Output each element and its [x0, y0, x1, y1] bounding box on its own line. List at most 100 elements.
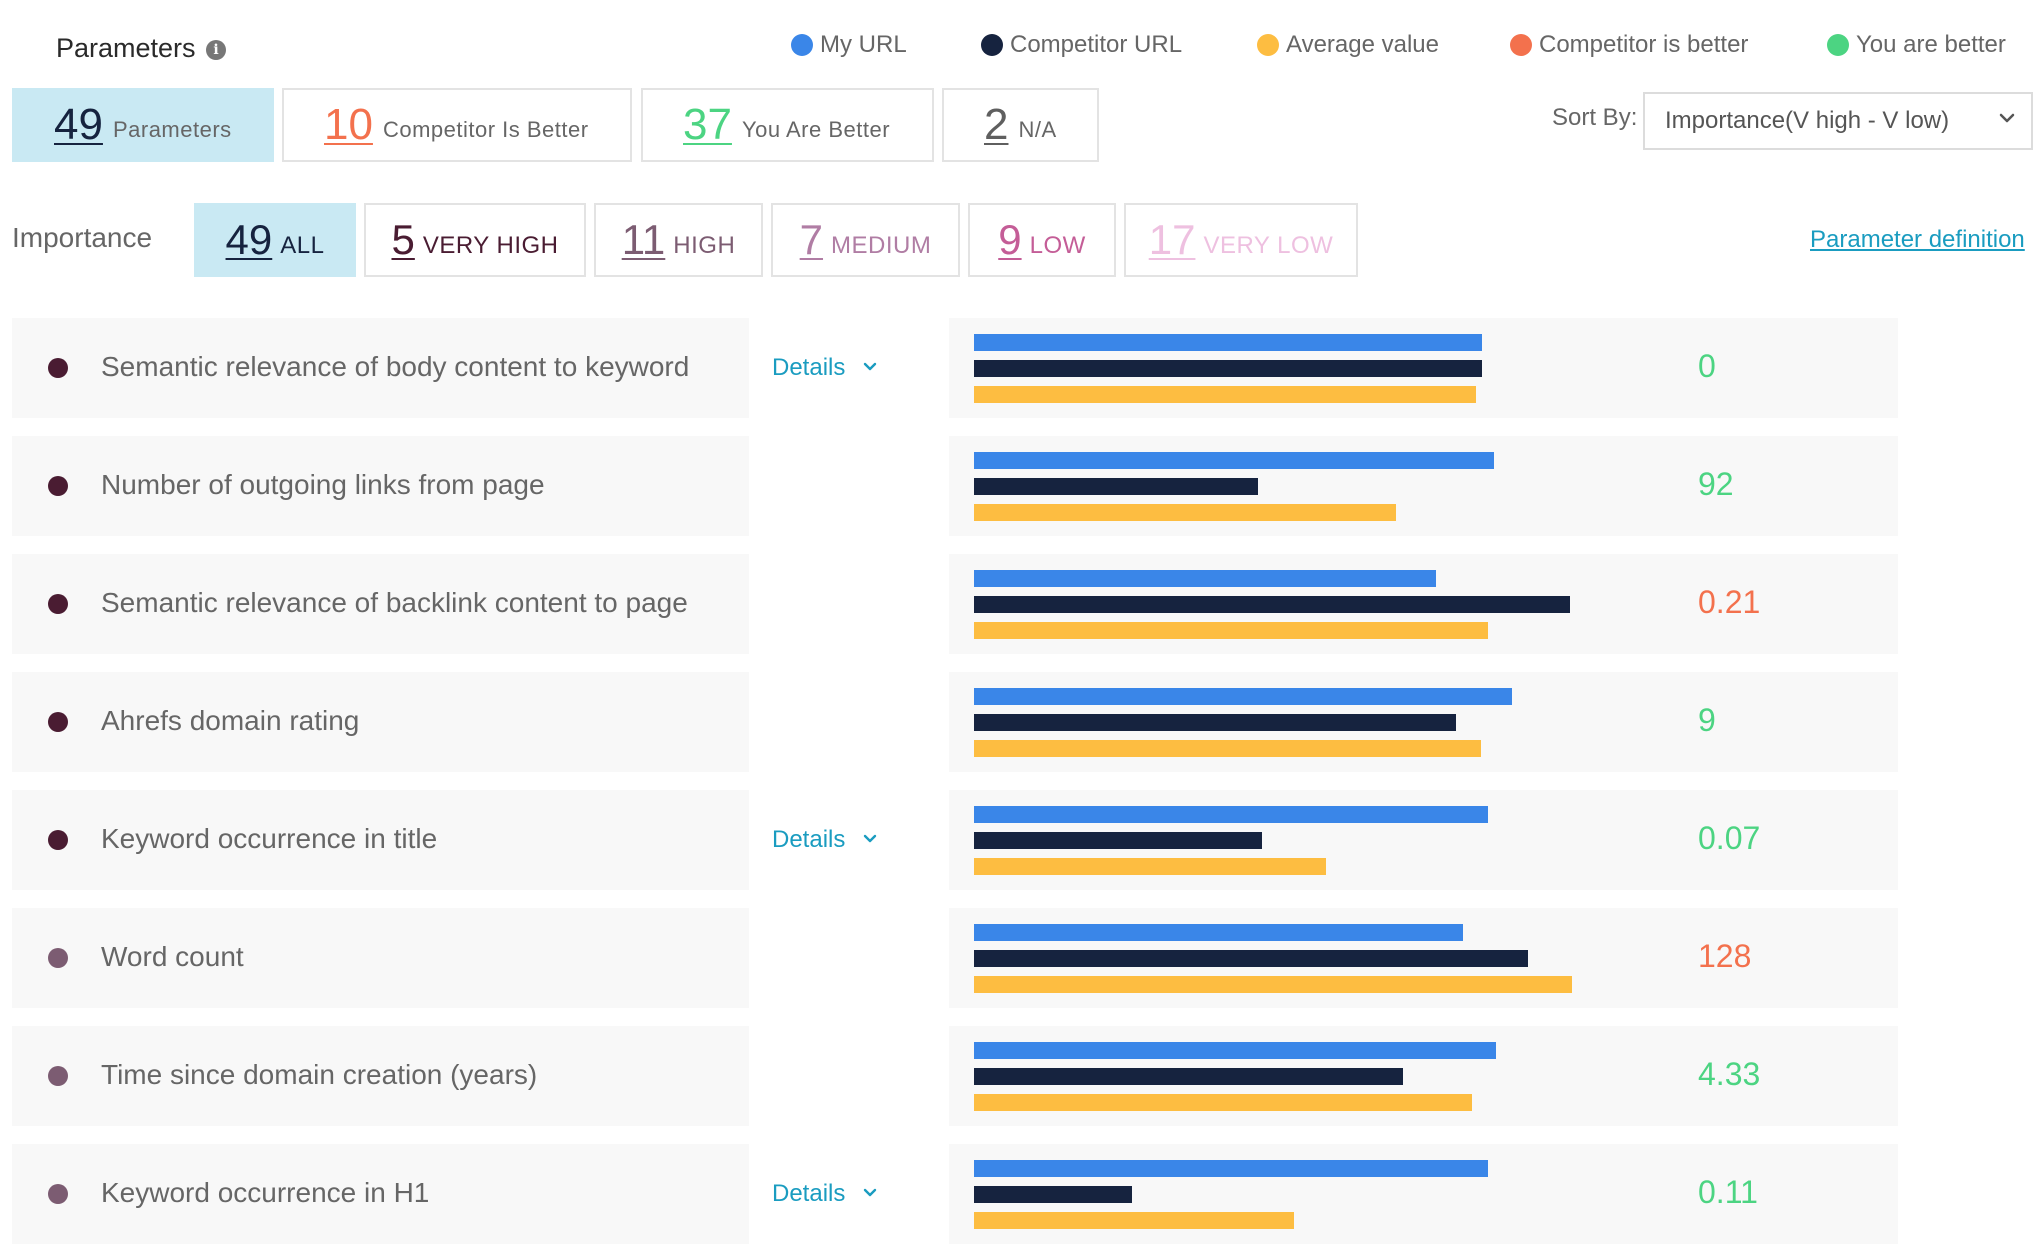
importance-bullet [48, 830, 68, 850]
importance-filter-all[interactable]: 49 ALL [194, 203, 356, 277]
bar-my-url [974, 570, 1436, 587]
legend-dot-my-url [791, 34, 813, 56]
info-icon[interactable]: i [206, 39, 227, 60]
bar-average-value [974, 740, 1481, 757]
bar-competitor-url [974, 478, 1258, 495]
importance-bullet [48, 476, 68, 496]
parameter-row[interactable]: Ahrefs domain rating 9 [12, 672, 1898, 772]
importance-count: 17 [1148, 216, 1196, 263]
details-toggle[interactable]: Details [772, 352, 877, 384]
details-label: Details [772, 354, 846, 381]
bar-area [749, 1144, 949, 1244]
summary-competitor-better[interactable]: 10 Competitor Is Better [282, 88, 632, 162]
parameter-row[interactable]: Keyword occurrence in H1 Details 0.11 [12, 1144, 1898, 1244]
importance-label: Importance [12, 222, 153, 253]
bar-average-value [974, 1094, 1472, 1111]
bar-average-value [974, 622, 1488, 639]
summary-parameters[interactable]: 49 Parameters [12, 88, 274, 162]
importance-level: LOW [1029, 232, 1086, 259]
summary-na[interactable]: 2 N/A [942, 88, 1099, 162]
bar-average-value [974, 976, 1572, 993]
bar-average-value [974, 504, 1396, 521]
parameter-name: Semantic relevance of backlink content t… [101, 587, 688, 618]
importance-filter-low[interactable]: 9 LOW [968, 203, 1116, 277]
importance-bullet [48, 712, 68, 732]
bar-my-url [974, 924, 1463, 941]
importance-count: 49 [225, 216, 273, 263]
sort-by-select[interactable]: Importance(V high - V low) [1643, 92, 2033, 150]
parameter-row[interactable]: Number of outgoing links from page 92 [12, 436, 1898, 536]
legend-label: Average value [1286, 31, 1439, 58]
bar-average-value [974, 386, 1476, 403]
bar-my-url [974, 688, 1512, 705]
summary-you-better[interactable]: 37 You Are Better [641, 88, 934, 162]
details-label: Details [772, 1180, 846, 1207]
importance-count: 11 [621, 216, 666, 263]
parameter-name: Time since domain creation (years) [101, 1059, 538, 1090]
chevron-down-icon [864, 834, 877, 843]
importance-filter-high[interactable]: 11 HIGH [594, 203, 763, 277]
sort-by-value: Importance(V high - V low) [1665, 107, 1950, 134]
legend-dot-average [1257, 34, 1279, 56]
bar-competitor-url [974, 596, 1570, 613]
chevron-down-icon [864, 362, 877, 371]
importance-bullet [48, 948, 68, 968]
importance-count: 5 [391, 216, 415, 263]
parameter-name: Keyword occurrence in title [101, 823, 438, 854]
parameter-row[interactable]: Semantic relevance of body content to ke… [12, 318, 1898, 418]
parameter-value: 0.07 [1698, 820, 1761, 856]
parameter-row[interactable]: Keyword occurrence in title Details 0.07 [12, 790, 1898, 890]
bar-area [749, 672, 949, 772]
legend-dot-competitor-url [981, 34, 1003, 56]
bar-my-url [974, 452, 1494, 469]
summary-label: N/A [1018, 117, 1057, 142]
bar-area [749, 318, 949, 418]
summary-label: Parameters [112, 117, 232, 142]
legend-label: Competitor URL [1010, 31, 1183, 58]
chevron-down-icon [1999, 113, 2015, 123]
summary-count: 49 [54, 100, 103, 149]
details-toggle[interactable]: Details [772, 1178, 877, 1210]
details-label: Details [772, 826, 846, 853]
parameter-value: 9 [1698, 702, 1716, 738]
legend-you-better: You are better [1827, 28, 2006, 62]
summary-label: Competitor Is Better [382, 117, 589, 142]
parameter-definition-link[interactable]: Parameter definition [1810, 226, 2025, 253]
bar-area [749, 554, 949, 654]
bar-competitor-url [974, 832, 1262, 849]
parameters-title: Parameters [56, 33, 196, 63]
importance-level: ALL [280, 232, 325, 259]
summary-label: You Are Better [741, 117, 891, 142]
parameter-name: Keyword occurrence in H1 [101, 1177, 430, 1208]
bar-area [749, 790, 949, 890]
chevron-down-icon [864, 1188, 877, 1197]
legend-label: My URL [820, 31, 907, 58]
bar-average-value [974, 1212, 1294, 1229]
summary-count: 10 [324, 100, 373, 149]
bar-competitor-url [974, 714, 1456, 731]
legend-label: Competitor is better [1539, 31, 1749, 58]
details-toggle[interactable]: Details [772, 824, 877, 856]
bar-competitor-url [974, 1068, 1403, 1085]
importance-level: VERY LOW [1203, 232, 1334, 259]
bar-my-url [974, 806, 1488, 823]
parameter-row[interactable]: Time since domain creation (years) 4.33 [12, 1026, 1898, 1126]
legend-dot-you-better [1827, 34, 1849, 56]
summary-count: 37 [683, 100, 732, 149]
bar-area [749, 1026, 949, 1126]
importance-bullet [48, 594, 68, 614]
parameter-value: 92 [1698, 466, 1734, 502]
legend-dot-competitor-better [1510, 34, 1532, 56]
importance-level: VERY HIGH [422, 232, 559, 259]
bar-average-value [974, 858, 1326, 875]
parameter-row[interactable]: Word count 128 [12, 908, 1898, 1008]
bar-area [749, 908, 949, 1008]
legend-my-url: My URL [791, 28, 907, 62]
parameter-value: 128 [1698, 938, 1752, 974]
parameters-heading: Parameters i [56, 28, 227, 68]
importance-bullet [48, 358, 68, 378]
importance-filter-medium[interactable]: 7 MEDIUM [771, 203, 960, 277]
parameter-row[interactable]: Semantic relevance of backlink content t… [12, 554, 1898, 654]
importance-filter-very-high[interactable]: 5 VERY HIGH [364, 203, 586, 277]
importance-filter-very-low[interactable]: 17 VERY LOW [1124, 203, 1358, 277]
